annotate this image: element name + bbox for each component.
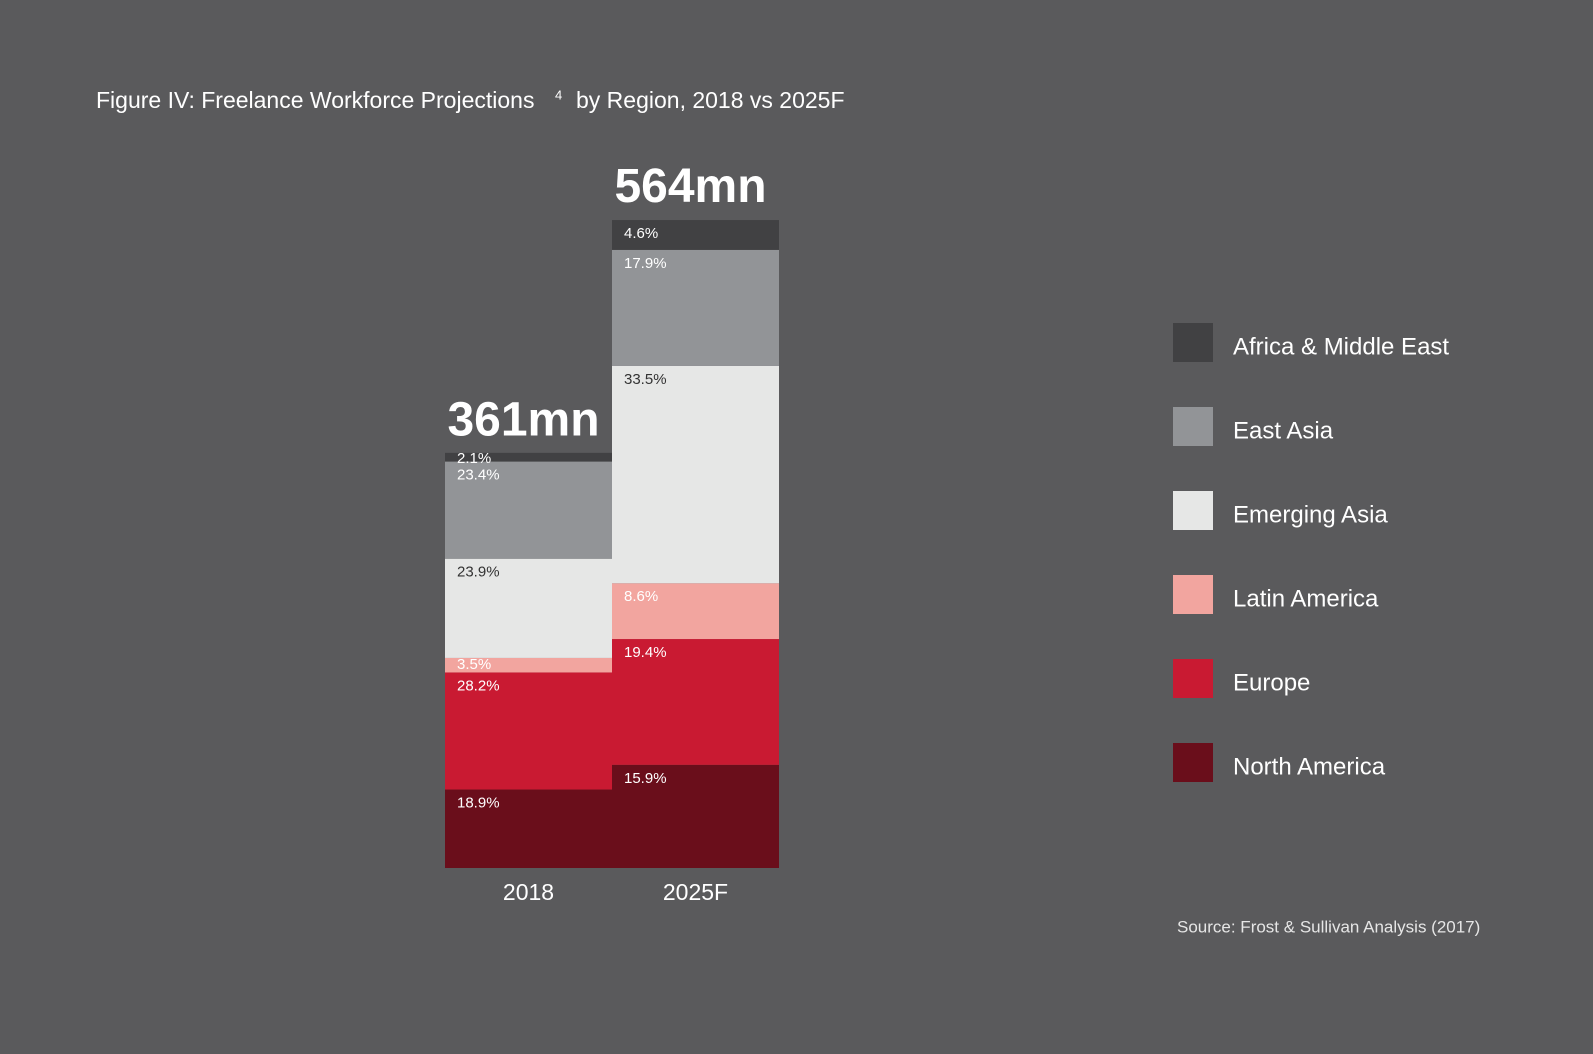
bar-segment bbox=[445, 789, 612, 868]
legend-label: Europe bbox=[1233, 669, 1310, 696]
bar-segment bbox=[445, 672, 612, 790]
legend-label: Latin America bbox=[1233, 585, 1379, 612]
x-tick-label: 2018 bbox=[503, 879, 554, 905]
bar-segment bbox=[612, 365, 779, 584]
legend-swatch bbox=[1173, 575, 1213, 614]
value-label: 23.4% bbox=[457, 467, 500, 484]
value-label: 15.9% bbox=[624, 770, 667, 787]
title-footnote: 4 bbox=[555, 87, 562, 102]
legend-label: North America bbox=[1233, 753, 1386, 780]
total-label: 564mn bbox=[614, 160, 766, 213]
bar-segment bbox=[445, 558, 612, 658]
value-label: 17.9% bbox=[624, 255, 667, 272]
legend-swatch bbox=[1173, 323, 1213, 362]
legend-swatch bbox=[1173, 659, 1213, 698]
chart-title: Figure IV: Freelance Workforce Projectio… bbox=[96, 87, 534, 113]
bar-segment bbox=[445, 461, 612, 559]
value-label: 8.6% bbox=[624, 588, 658, 605]
bar-segment bbox=[612, 639, 779, 765]
value-label: 33.5% bbox=[624, 371, 667, 388]
bar-segment bbox=[445, 452, 612, 462]
value-label: 23.9% bbox=[457, 564, 500, 581]
source: Source: Frost & Sullivan Analysis (2017) bbox=[1177, 917, 1480, 936]
bar-segment bbox=[445, 657, 612, 673]
legend-swatch bbox=[1173, 743, 1213, 782]
bar-segment bbox=[612, 764, 779, 868]
bar-segment bbox=[612, 249, 779, 366]
value-label: 3.5% bbox=[457, 656, 491, 673]
value-label: 4.6% bbox=[624, 225, 658, 242]
bar-segment bbox=[612, 583, 779, 640]
legend-label: Africa & Middle East bbox=[1233, 333, 1449, 360]
x-tick-label: 2025F bbox=[663, 879, 728, 905]
value-label: 2.1% bbox=[457, 450, 491, 467]
total-label: 361mn bbox=[447, 394, 599, 447]
value-label: 18.9% bbox=[457, 795, 500, 812]
legend-swatch bbox=[1173, 491, 1213, 530]
legend-label: Emerging Asia bbox=[1233, 501, 1388, 528]
chart-subtitle: by Region, 2018 vs 2025F bbox=[576, 87, 845, 113]
legend-swatch bbox=[1173, 407, 1213, 446]
value-label: 19.4% bbox=[624, 644, 667, 661]
value-label: 28.2% bbox=[457, 677, 500, 694]
legend-label: East Asia bbox=[1233, 417, 1334, 444]
bar-segment bbox=[612, 220, 779, 250]
